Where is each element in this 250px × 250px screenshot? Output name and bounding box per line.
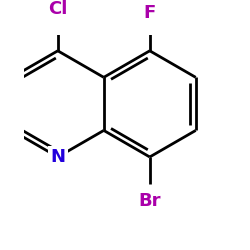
Text: F: F <box>144 4 156 22</box>
Text: Br: Br <box>138 192 161 210</box>
Text: Cl: Cl <box>48 0 68 18</box>
Text: N: N <box>50 148 65 166</box>
